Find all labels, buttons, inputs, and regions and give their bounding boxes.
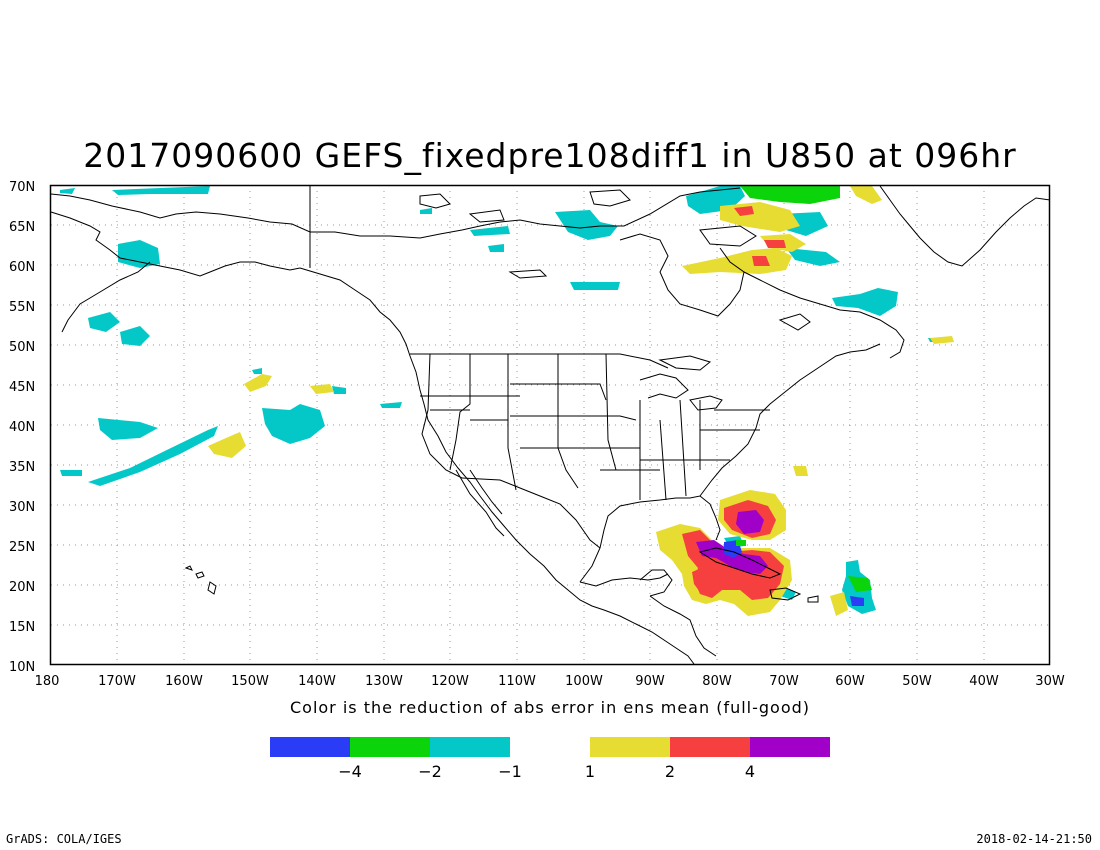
lon-label: 160W <box>165 674 203 689</box>
lon-label: 90W <box>635 674 665 689</box>
lat-label: 45N <box>9 380 35 395</box>
lon-label: 30W <box>1035 674 1065 689</box>
legend-label: 2 <box>665 762 675 781</box>
legend-swatch-cyan <box>430 737 510 757</box>
lat-label: 20N <box>9 580 35 595</box>
colorbar-caption: Color is the reduction of abs error in e… <box>289 698 811 717</box>
lon-label: 130W <box>365 674 403 689</box>
lat-label: 55N <box>9 300 35 315</box>
legend-swatch-green <box>350 737 430 757</box>
legend-swatch-yellow <box>590 737 670 757</box>
legend-labels: −4 −2 −1 1 2 4 <box>338 762 755 781</box>
software-credit: GrADS: COLA/IGES <box>6 832 122 846</box>
legend-label: 4 <box>745 762 755 781</box>
legend-swatch-purple <box>750 737 830 757</box>
lat-label: 65N <box>9 220 35 235</box>
lon-label: 40W <box>969 674 999 689</box>
lat-label: 25N <box>9 540 35 555</box>
lon-label: 60W <box>835 674 865 689</box>
gridlines <box>51 185 1050 665</box>
cyan-regions <box>60 186 948 614</box>
lat-label: 60N <box>9 260 35 275</box>
lon-label: 120W <box>431 674 469 689</box>
map-frame <box>49 184 1051 666</box>
coastlines <box>50 185 1051 665</box>
legend-label: −2 <box>418 762 442 781</box>
legend-label: 1 <box>585 762 595 781</box>
lat-label: 15N <box>9 620 35 635</box>
difference-field <box>60 186 954 616</box>
green-regions <box>736 186 872 592</box>
lon-label: 140W <box>298 674 336 689</box>
legend-label: −1 <box>498 762 522 781</box>
yellow-regions <box>208 186 954 616</box>
timestamp: 2018-02-14-21:50 <box>976 832 1092 846</box>
lat-label: 35N <box>9 460 35 475</box>
political-borders <box>309 186 770 549</box>
latitude-axis: 70N 65N 60N 55N 50N 45N 40N 35N 30N 25N … <box>9 180 35 675</box>
lon-label: 170W <box>98 674 136 689</box>
lon-label: 100W <box>565 674 603 689</box>
lon-label: 150W <box>231 674 269 689</box>
lon-label: 80W <box>702 674 732 689</box>
longitude-axis: 180 170W 160W 150W 140W 130W 120W 110W 1… <box>35 674 1065 689</box>
legend-swatch-red <box>670 737 750 757</box>
lat-label: 70N <box>9 180 35 195</box>
legend-swatch-blue <box>270 737 350 757</box>
lat-label: 50N <box>9 340 35 355</box>
legend-label: −4 <box>338 762 362 781</box>
lon-label: 110W <box>498 674 536 689</box>
lon-label: 70W <box>769 674 799 689</box>
lat-label: 30N <box>9 500 35 515</box>
lat-label: 10N <box>9 660 35 675</box>
legend-colorbar <box>270 737 830 757</box>
lat-label: 40N <box>9 420 35 435</box>
lon-label: 180 <box>35 674 60 689</box>
lon-label: 50W <box>902 674 932 689</box>
map-title: 2017090600 GEFS_fixedpre108diff1 in U850… <box>83 136 1017 175</box>
